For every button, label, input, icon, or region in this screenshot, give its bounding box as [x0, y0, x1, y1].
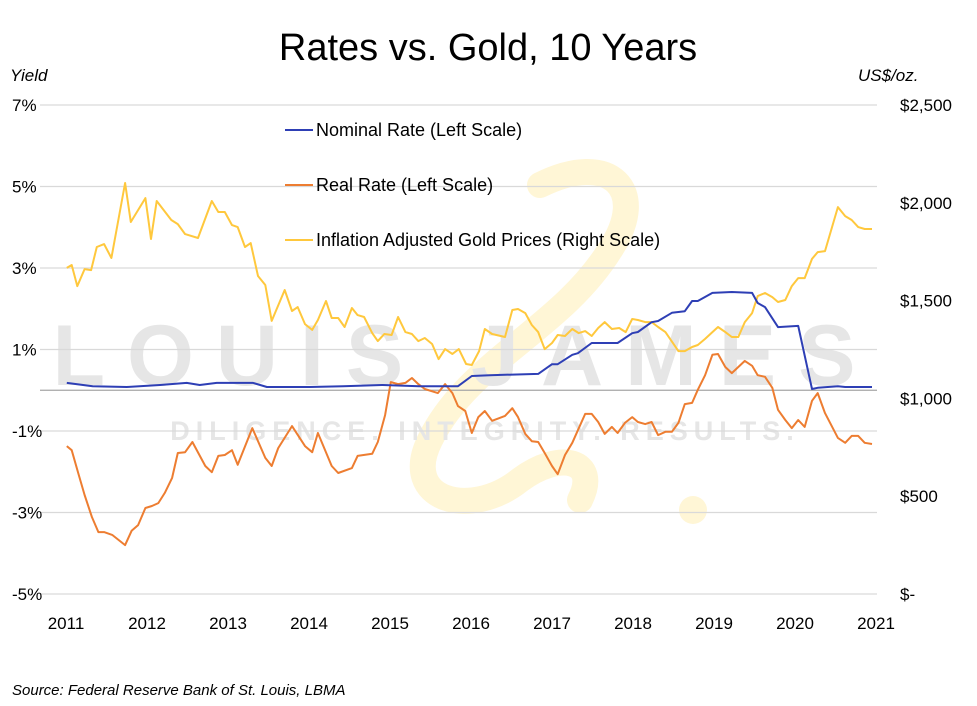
right-axis-label: US$/oz. [858, 66, 918, 85]
x-tick-label: 2014 [290, 614, 328, 633]
watermark-name: LOUIS JAMES [53, 308, 878, 404]
series-line-2 [66, 182, 872, 366]
right-tick-label: $- [900, 585, 915, 604]
right-tick-label: $500 [900, 487, 938, 506]
gridlines [40, 104, 877, 595]
watermark-logo: LOUIS JAMES DILIGENCE. INTEGRITY. RESULT… [53, 158, 878, 524]
x-tick-label: 2017 [533, 614, 571, 633]
x-tick-label: 2021 [857, 614, 895, 633]
source-note: Source: Federal Reserve Bank of St. Loui… [12, 682, 346, 699]
legend: Nominal Rate (Left Scale) Real Rate (Left… [285, 120, 660, 250]
x-tick-label: 2018 [614, 614, 652, 633]
left-tick-label: 3% [12, 259, 37, 278]
x-tick-label: 2013 [209, 614, 247, 633]
left-tick-label: -5% [12, 585, 42, 604]
x-tick-label: 2020 [776, 614, 814, 633]
watermark-dot-icon [679, 496, 707, 524]
x-tick-label: 2016 [452, 614, 490, 633]
tick-labels: 7% 5% 3% 1% -1% -3% -5% $2,500 $2,000 $1,500 $1,00… [12, 96, 952, 633]
left-tick-label: 5% [12, 178, 37, 197]
right-tick-label: $1,500 [900, 292, 952, 311]
legend-label: Real Rate (Left Scale) [316, 175, 493, 195]
series-line-0 [66, 291, 872, 390]
chart-title: Rates vs. Gold, 10 Years [279, 27, 697, 69]
right-tick-label: $2,500 [900, 96, 952, 115]
watermark-script-l-icon [410, 158, 639, 514]
series-line-1 [66, 353, 873, 547]
left-axis-label: Yield [10, 66, 48, 85]
right-tick-label: $1,000 [900, 389, 952, 408]
legend-label: Inflation Adjusted Gold Prices (Right Sc… [316, 230, 660, 250]
x-tick-label: 2019 [695, 614, 733, 633]
x-tick-label: 2015 [371, 614, 409, 633]
series-lines [66, 182, 873, 547]
x-tick-label: 2011 [48, 614, 85, 633]
left-tick-label: 1% [12, 341, 37, 360]
right-tick-label: $2,000 [900, 194, 952, 213]
left-tick-label: -3% [12, 504, 42, 523]
x-tick-label: 2012 [128, 614, 166, 633]
legend-label: Nominal Rate (Left Scale) [316, 120, 522, 140]
left-tick-label: -1% [12, 422, 42, 441]
left-tick-label: 7% [12, 96, 37, 115]
